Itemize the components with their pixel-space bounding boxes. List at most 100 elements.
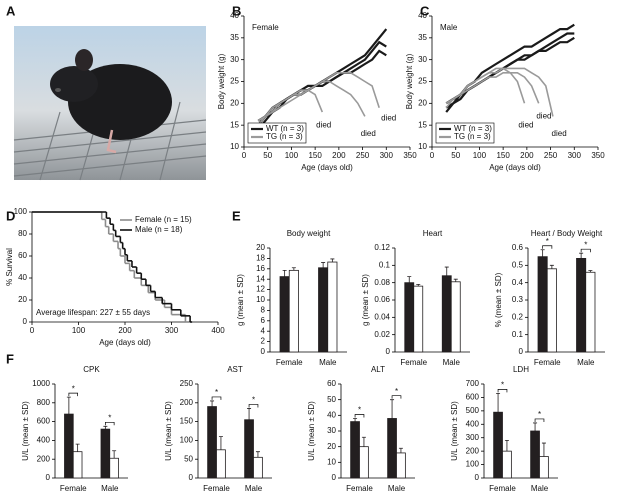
legend-label: Female (n = 15) — [135, 215, 192, 224]
x-tick-label: 300 — [165, 326, 179, 335]
y-axis-label: U/L (mean ± SD) — [307, 401, 316, 461]
y-tick-label: 15 — [418, 120, 427, 129]
mouse-ear — [75, 49, 93, 71]
annotation: died — [316, 120, 331, 129]
y-tick-label: 800 — [37, 398, 51, 407]
chart-title: CPK — [83, 365, 100, 374]
x-tick-label: 300 — [568, 151, 582, 160]
y-axis-label: Body weight (g) — [405, 53, 414, 109]
bar — [546, 268, 557, 353]
chart-title: LDH — [513, 365, 529, 374]
x-tick-label: Male — [443, 358, 461, 367]
error-bar — [549, 264, 554, 269]
error-bar — [361, 436, 366, 447]
y-tick-label: 400 — [466, 419, 480, 428]
significance-bracket — [354, 414, 365, 418]
significance-mark: * — [108, 413, 111, 422]
y-tick-label: 80 — [18, 229, 27, 238]
y-axis-label: % (mean ± SD) — [494, 272, 503, 327]
legend-label: WT (n = 3) — [454, 124, 492, 133]
chart-title: ALT — [371, 365, 385, 374]
error-bar — [353, 418, 358, 422]
x-tick-label: Female — [400, 358, 427, 367]
y-tick-label: 500 — [466, 406, 480, 415]
annotation: died — [518, 120, 533, 129]
x-tick-label: 300 — [380, 151, 394, 160]
error-bar — [504, 440, 509, 452]
y-tick-label: 25 — [418, 77, 427, 86]
y-tick-label: 0 — [519, 347, 524, 356]
bar — [396, 452, 406, 479]
y-axis-label: % Survival — [5, 248, 14, 286]
error-bar — [218, 436, 223, 450]
y-tick-label: 150 — [180, 417, 194, 426]
y-tick-label: 4 — [261, 326, 266, 335]
bar — [359, 446, 369, 479]
x-tick-label: 0 — [242, 151, 247, 160]
photo — [13, 26, 207, 181]
error-bar — [540, 249, 545, 257]
y-tick-label: 400 — [37, 436, 51, 445]
y-tick-label: 0 — [332, 473, 337, 482]
line — [257, 72, 380, 122]
error-bar — [444, 266, 449, 276]
x-tick-label: 350 — [403, 151, 417, 160]
x-tick-label: Male — [319, 358, 337, 367]
y-tick-label: 20 — [418, 98, 427, 107]
y-tick-label: 250 — [180, 379, 194, 388]
x-tick-label: 150 — [496, 151, 510, 160]
y-tick-label: 0 — [386, 347, 391, 356]
y-tick-label: 10 — [418, 142, 427, 151]
bar — [585, 271, 596, 353]
y-tick-label: 30 — [418, 55, 427, 64]
y-tick-label: 40 — [418, 11, 427, 20]
y-tick-label: 20 — [18, 295, 27, 304]
panel-label: E — [232, 208, 241, 223]
y-tick-label: 12 — [256, 285, 265, 294]
y-tick-label: 40 — [230, 11, 239, 20]
y-tick-label: 1000 — [32, 379, 50, 388]
significance-bracket — [542, 245, 553, 249]
significance-mark: * — [584, 240, 587, 249]
error-bar — [533, 422, 538, 431]
error-bar — [407, 276, 412, 283]
chart-title: Heart — [423, 229, 443, 238]
error-bar — [321, 262, 326, 268]
significance-mark: * — [501, 381, 504, 390]
significance-bracket — [580, 248, 591, 253]
x-tick-label: Male — [101, 484, 119, 493]
legend-label: WT (n = 3) — [266, 124, 304, 133]
significance-mark: * — [72, 384, 75, 393]
y-tick-label: 50 — [327, 395, 336, 404]
bar — [318, 267, 329, 353]
y-tick-label: 14 — [256, 274, 265, 283]
legend-label: Male (n = 18) — [135, 225, 183, 234]
y-tick-label: 6 — [261, 316, 266, 325]
x-axis-label: Age (days old) — [301, 163, 353, 172]
y-tick-label: 0 — [23, 317, 28, 326]
x-tick-label: Female — [346, 484, 373, 493]
bar — [64, 413, 74, 479]
error-bar — [112, 450, 117, 459]
y-tick-label: 60 — [327, 379, 336, 388]
y-tick-label: 10 — [256, 295, 265, 304]
y-tick-label: 100 — [14, 207, 28, 216]
y-tick-label: 20 — [256, 243, 265, 252]
x-tick-label: Female — [60, 484, 87, 493]
y-tick-label: 0.4 — [512, 278, 524, 287]
x-tick-label: Male — [531, 484, 549, 493]
significance-bracket — [534, 418, 545, 422]
bar — [502, 450, 512, 479]
error-bar — [103, 425, 108, 430]
y-tick-label: 0.06 — [374, 295, 390, 304]
y-tick-label: 35 — [418, 33, 427, 42]
x-tick-label: 0 — [30, 326, 35, 335]
y-axis-label: g (mean ± SD) — [361, 274, 370, 326]
error-bar — [453, 278, 458, 282]
x-tick-label: 100 — [285, 151, 299, 160]
y-tick-label: 700 — [466, 379, 480, 388]
significance-mark: * — [252, 396, 255, 405]
x-axis-label: Age (days old) — [99, 338, 151, 347]
line — [445, 23, 575, 109]
